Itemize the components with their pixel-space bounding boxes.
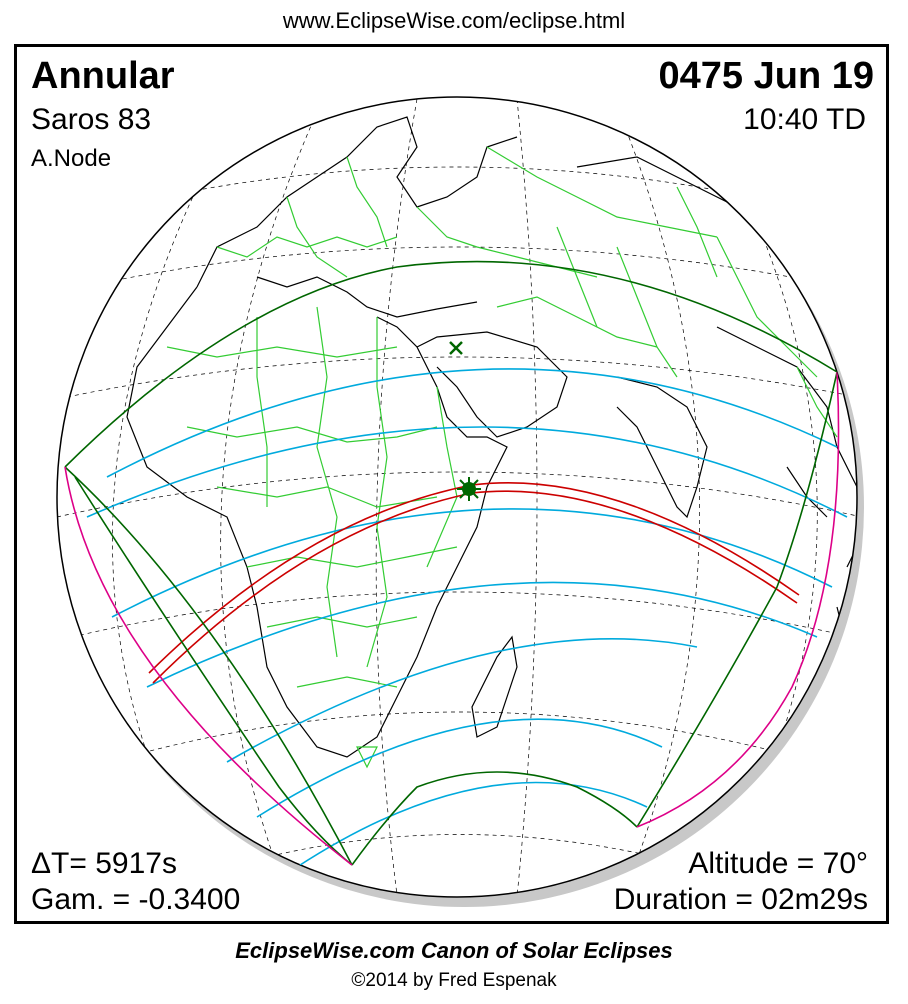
globe-map [56, 96, 864, 907]
outer-boundary [64, 260, 838, 866]
country-borders [166, 146, 838, 769]
greatest-eclipse-star [457, 477, 481, 501]
rise-set-curves [64, 371, 840, 866]
altitude-value: Altitude = 70° [688, 847, 868, 880]
source-url[interactable]: www.EclipseWise.com/eclipse.html [282, 8, 626, 33]
saros-number: Saros 83 [31, 103, 152, 136]
node-label: A.Node [31, 145, 112, 172]
delta-t: ΔT= 5917s [31, 847, 177, 880]
eclipse-date: 0475 Jun 19 [658, 55, 874, 97]
copyright-notice: ©2014 by Fred Espenak [351, 970, 557, 991]
penumbral-curves [86, 368, 848, 868]
canon-title: EclipseWise.com Canon of Solar Eclipses [235, 938, 673, 963]
gamma-value: Gam. = -0.3400 [31, 883, 241, 916]
eclipse-map-frame: Annular Saros 83 A.Node 0475 Jun 19 10:4… [14, 44, 889, 924]
eclipse-time: 10:40 TD [743, 103, 866, 136]
duration-value: Duration = 02m29s [613, 883, 868, 916]
eclipse-type: Annular [31, 55, 175, 97]
subsolar-cross [449, 341, 463, 355]
